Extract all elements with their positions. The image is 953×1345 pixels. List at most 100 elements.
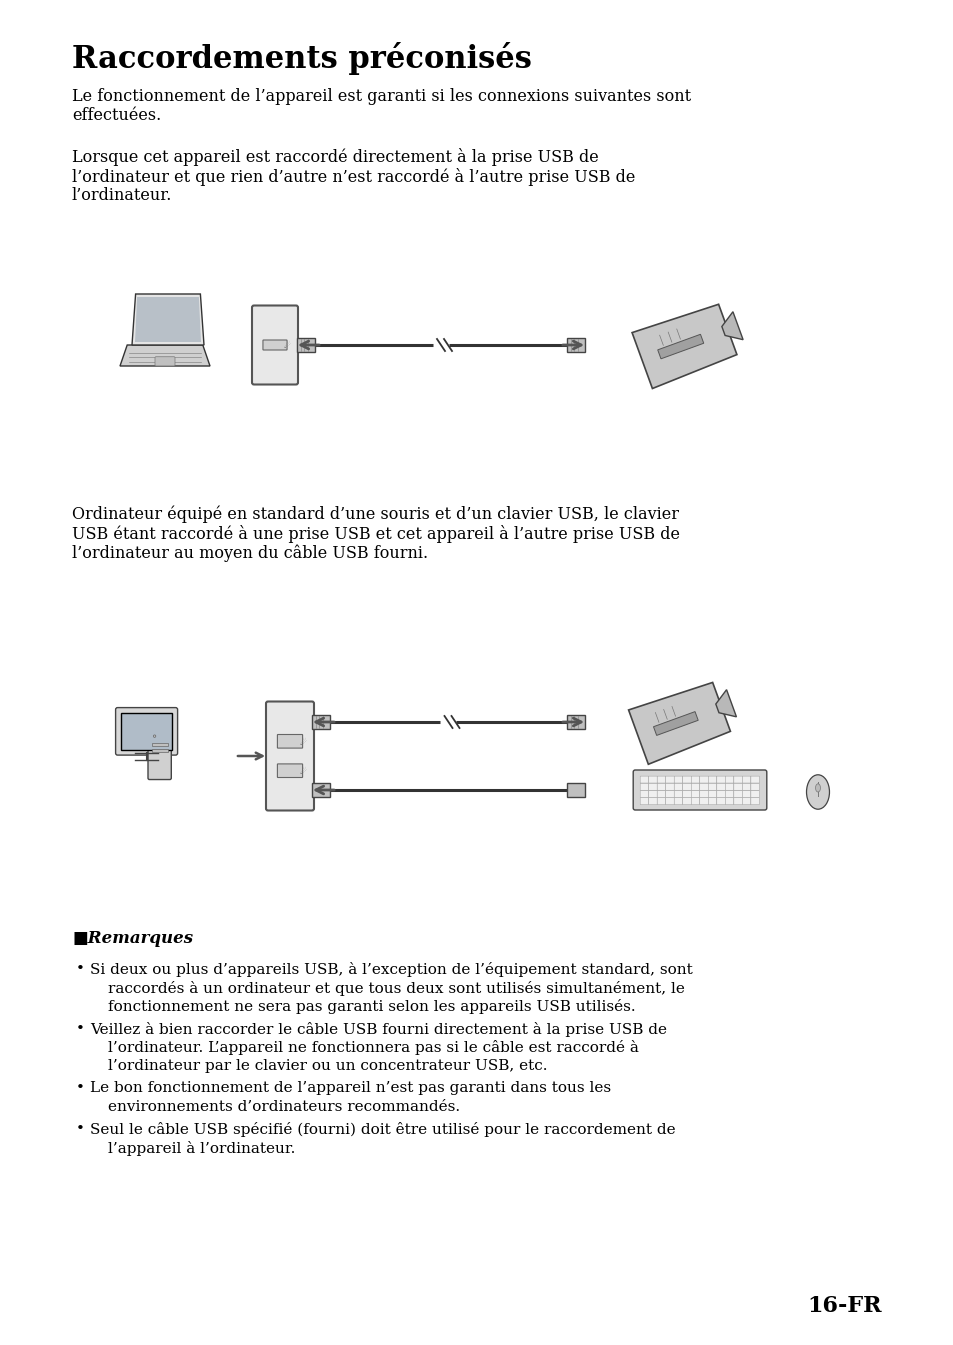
Text: l’ordinateur au moyen du câble USB fourni.: l’ordinateur au moyen du câble USB fourn… <box>71 543 428 561</box>
FancyBboxPatch shape <box>266 702 314 811</box>
FancyBboxPatch shape <box>566 338 584 352</box>
FancyBboxPatch shape <box>639 783 648 791</box>
Text: l’ordinateur et que rien d’autre n’est raccordé à l’autre prise USB de: l’ordinateur et que rien d’autre n’est r… <box>71 168 635 186</box>
FancyBboxPatch shape <box>657 776 665 783</box>
Polygon shape <box>135 297 201 342</box>
FancyBboxPatch shape <box>724 776 733 783</box>
FancyBboxPatch shape <box>263 340 287 350</box>
FancyBboxPatch shape <box>639 776 648 783</box>
Polygon shape <box>653 712 698 736</box>
FancyBboxPatch shape <box>707 783 716 791</box>
FancyBboxPatch shape <box>700 791 707 798</box>
FancyBboxPatch shape <box>648 776 657 783</box>
FancyBboxPatch shape <box>566 716 584 729</box>
Text: ☄: ☄ <box>299 768 306 776</box>
FancyBboxPatch shape <box>312 783 330 798</box>
FancyBboxPatch shape <box>674 776 682 783</box>
FancyBboxPatch shape <box>312 716 330 729</box>
Ellipse shape <box>815 784 820 792</box>
Text: USB étant raccordé à une prise USB et cet appareil à l’autre prise USB de: USB étant raccordé à une prise USB et ce… <box>71 525 679 542</box>
FancyBboxPatch shape <box>657 791 665 798</box>
Text: ☄: ☄ <box>299 738 306 746</box>
FancyBboxPatch shape <box>700 783 707 791</box>
FancyBboxPatch shape <box>691 798 699 804</box>
FancyBboxPatch shape <box>733 783 741 791</box>
FancyBboxPatch shape <box>296 338 314 352</box>
FancyBboxPatch shape <box>733 776 741 783</box>
Text: l’ordinateur.: l’ordinateur. <box>71 187 172 204</box>
FancyBboxPatch shape <box>674 783 682 791</box>
Polygon shape <box>721 312 742 340</box>
FancyBboxPatch shape <box>716 791 724 798</box>
Text: fonctionnement ne sera pas garanti selon les appareils USB utilisés.: fonctionnement ne sera pas garanti selon… <box>108 999 635 1014</box>
FancyBboxPatch shape <box>707 791 716 798</box>
FancyBboxPatch shape <box>648 783 657 791</box>
Text: Si deux ou plus d’appareils USB, à l’exception de l’équipement standard, sont: Si deux ou plus d’appareils USB, à l’exc… <box>90 962 692 976</box>
Text: Le bon fonctionnement de l’appareil n’est pas garanti dans tous les: Le bon fonctionnement de l’appareil n’es… <box>90 1081 611 1095</box>
Text: Veillez à bien raccorder le câble USB fourni directement à la prise USB de: Veillez à bien raccorder le câble USB fo… <box>90 1021 666 1037</box>
FancyBboxPatch shape <box>741 783 750 791</box>
FancyBboxPatch shape <box>152 749 168 752</box>
FancyBboxPatch shape <box>750 776 759 783</box>
Text: l’appareil à l’ordinateur.: l’appareil à l’ordinateur. <box>108 1141 295 1155</box>
FancyBboxPatch shape <box>691 783 699 791</box>
Text: l’ordinateur par le clavier ou un concentrateur USB, etc.: l’ordinateur par le clavier ou un concen… <box>108 1059 547 1072</box>
FancyBboxPatch shape <box>665 798 674 804</box>
FancyBboxPatch shape <box>639 798 648 804</box>
FancyBboxPatch shape <box>741 798 750 804</box>
Polygon shape <box>632 304 736 389</box>
FancyBboxPatch shape <box>750 791 759 798</box>
Text: •: • <box>76 1081 85 1095</box>
Polygon shape <box>628 682 730 764</box>
FancyBboxPatch shape <box>691 791 699 798</box>
Text: 16-FR: 16-FR <box>806 1295 882 1317</box>
FancyBboxPatch shape <box>682 791 691 798</box>
Polygon shape <box>132 295 204 346</box>
FancyBboxPatch shape <box>277 734 302 748</box>
FancyBboxPatch shape <box>716 783 724 791</box>
Text: Raccordements préconisés: Raccordements préconisés <box>71 42 532 75</box>
Text: ■Remarques: ■Remarques <box>71 929 193 947</box>
FancyBboxPatch shape <box>707 798 716 804</box>
FancyBboxPatch shape <box>115 707 177 755</box>
FancyBboxPatch shape <box>665 776 674 783</box>
FancyBboxPatch shape <box>648 791 657 798</box>
Text: ☄: ☄ <box>283 342 291 351</box>
FancyBboxPatch shape <box>152 742 168 746</box>
Text: environnements d’ordinateurs recommandés.: environnements d’ordinateurs recommandés… <box>108 1099 459 1114</box>
FancyBboxPatch shape <box>674 798 682 804</box>
FancyBboxPatch shape <box>674 791 682 798</box>
FancyBboxPatch shape <box>750 783 759 791</box>
FancyBboxPatch shape <box>566 783 584 798</box>
FancyBboxPatch shape <box>154 356 174 366</box>
FancyBboxPatch shape <box>700 776 707 783</box>
FancyBboxPatch shape <box>657 783 665 791</box>
FancyBboxPatch shape <box>639 791 648 798</box>
FancyBboxPatch shape <box>682 783 691 791</box>
FancyBboxPatch shape <box>724 798 733 804</box>
FancyBboxPatch shape <box>733 798 741 804</box>
FancyBboxPatch shape <box>716 776 724 783</box>
Text: Ordinateur équipé en standard d’une souris et d’un clavier USB, le clavier: Ordinateur équipé en standard d’une sour… <box>71 504 679 522</box>
Text: effectuées.: effectuées. <box>71 108 161 125</box>
FancyBboxPatch shape <box>741 791 750 798</box>
Polygon shape <box>120 346 210 366</box>
FancyBboxPatch shape <box>691 776 699 783</box>
FancyBboxPatch shape <box>741 776 750 783</box>
Text: raccordés à un ordinateur et que tous deux sont utilisés simultanément, le: raccordés à un ordinateur et que tous de… <box>108 981 684 995</box>
FancyBboxPatch shape <box>682 776 691 783</box>
Text: Lorsque cet appareil est raccordé directement à la prise USB de: Lorsque cet appareil est raccordé direct… <box>71 148 598 165</box>
FancyBboxPatch shape <box>682 798 691 804</box>
FancyBboxPatch shape <box>665 791 674 798</box>
Text: •: • <box>76 962 85 976</box>
FancyBboxPatch shape <box>648 798 657 804</box>
Text: Le fonctionnement de l’appareil est garanti si les connexions suivantes sont: Le fonctionnement de l’appareil est gara… <box>71 87 690 105</box>
FancyBboxPatch shape <box>707 776 716 783</box>
Ellipse shape <box>805 775 828 810</box>
Text: •: • <box>76 1021 85 1036</box>
FancyBboxPatch shape <box>665 783 674 791</box>
FancyBboxPatch shape <box>633 769 766 810</box>
Circle shape <box>153 734 155 737</box>
FancyBboxPatch shape <box>716 798 724 804</box>
FancyBboxPatch shape <box>750 798 759 804</box>
